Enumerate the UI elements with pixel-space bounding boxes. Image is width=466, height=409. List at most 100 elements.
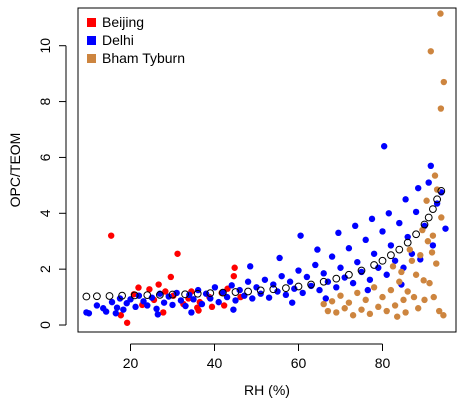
fit-point bbox=[424, 213, 433, 222]
data-point-series-1 bbox=[341, 274, 348, 281]
data-point-series-2 bbox=[433, 186, 441, 193]
data-point-series-1 bbox=[169, 301, 176, 309]
data-point-series-2 bbox=[400, 296, 407, 304]
data-point-series-2 bbox=[398, 268, 405, 276]
data-point-series-1 bbox=[282, 291, 290, 299]
plot-box bbox=[77, 7, 457, 333]
data-point-series-2 bbox=[389, 263, 397, 270]
fit-point bbox=[429, 205, 437, 214]
legend-swatch bbox=[87, 54, 96, 63]
data-point-series-1 bbox=[402, 196, 409, 203]
data-point-series-1 bbox=[230, 306, 237, 313]
data-point-series-1 bbox=[425, 179, 432, 186]
data-point-series-1 bbox=[370, 250, 378, 257]
fit-point bbox=[412, 230, 421, 239]
fit-point bbox=[378, 256, 387, 265]
data-point-series-2 bbox=[402, 309, 409, 316]
data-point-series-1 bbox=[335, 229, 342, 237]
data-point-series-2 bbox=[394, 313, 401, 320]
data-point-series-0 bbox=[194, 304, 201, 311]
fit-point bbox=[143, 291, 152, 300]
data-point-series-1 bbox=[429, 242, 437, 249]
data-point-series-2 bbox=[421, 296, 428, 304]
x-tick-label: 20 bbox=[123, 355, 139, 371]
data-point-series-2 bbox=[426, 279, 433, 287]
data-point-series-2 bbox=[420, 277, 427, 284]
data-point-series-2 bbox=[387, 286, 395, 294]
fit-point bbox=[387, 251, 395, 260]
data-point-series-0 bbox=[146, 286, 153, 293]
data-point-series-2 bbox=[354, 289, 361, 297]
data-point-series-1 bbox=[207, 295, 214, 302]
fit-point bbox=[395, 245, 404, 254]
data-point-series-1 bbox=[333, 284, 340, 291]
x-tick-label: 40 bbox=[207, 355, 223, 371]
data-point-series-1 bbox=[132, 303, 139, 311]
data-point-series-1 bbox=[297, 232, 304, 239]
data-point-series-1 bbox=[442, 225, 449, 232]
fit-point bbox=[437, 187, 446, 195]
data-point-series-2 bbox=[423, 197, 430, 204]
data-point-series-2 bbox=[358, 306, 365, 313]
data-point-series-1 bbox=[211, 284, 219, 291]
data-point-series-1 bbox=[322, 295, 329, 302]
legend-swatch bbox=[87, 36, 96, 45]
y-axis-label: OPC/TEOM bbox=[7, 133, 23, 208]
fit-point bbox=[345, 270, 353, 279]
data-point-series-2 bbox=[417, 251, 424, 259]
data-point-series-1 bbox=[219, 288, 227, 296]
data-point-series-1 bbox=[276, 254, 283, 262]
data-point-series-2 bbox=[349, 312, 357, 319]
data-point-series-2 bbox=[406, 246, 413, 253]
data-point-series-1 bbox=[295, 267, 302, 274]
legend-swatch bbox=[87, 18, 96, 27]
data-point-series-2 bbox=[412, 271, 420, 278]
fit-point bbox=[82, 292, 91, 301]
data-point-series-1 bbox=[253, 284, 260, 291]
data-point-series-1 bbox=[165, 293, 172, 300]
data-point-series-2 bbox=[370, 284, 378, 291]
fit-point bbox=[403, 238, 412, 247]
data-point-series-1 bbox=[215, 298, 222, 306]
legend-label: Bham Tyburn bbox=[102, 50, 185, 66]
data-point-series-2 bbox=[440, 78, 448, 86]
data-points bbox=[82, 10, 449, 326]
data-point-series-1 bbox=[228, 282, 235, 289]
data-point-series-2 bbox=[375, 303, 382, 311]
fit-point bbox=[193, 289, 202, 298]
data-point-series-1 bbox=[404, 233, 411, 241]
data-point-series-0 bbox=[135, 284, 142, 291]
data-point-series-1 bbox=[349, 279, 357, 287]
data-point-series-0 bbox=[220, 302, 228, 309]
data-point-series-1 bbox=[85, 310, 93, 317]
fit-point bbox=[319, 277, 328, 286]
axes: 20 40 60 80 0 2 4 6 8 10 bbox=[37, 38, 390, 371]
data-point-series-2 bbox=[379, 293, 386, 301]
data-point-series-1 bbox=[154, 311, 161, 318]
data-point-series-2 bbox=[396, 278, 403, 285]
data-point-series-1 bbox=[247, 263, 254, 270]
data-point-series-1 bbox=[188, 309, 195, 316]
y-tick-label: 2 bbox=[37, 265, 53, 273]
fit-point bbox=[282, 284, 290, 293]
data-point-series-1 bbox=[274, 288, 281, 295]
fit-point bbox=[206, 289, 215, 298]
data-point-series-2 bbox=[415, 305, 422, 312]
fit-point bbox=[181, 290, 190, 299]
y-tick-label: 10 bbox=[37, 38, 53, 54]
fit-point bbox=[433, 195, 442, 204]
data-point-series-0 bbox=[155, 281, 162, 288]
data-point-series-1 bbox=[337, 264, 344, 271]
legend-label: Beijing bbox=[102, 14, 144, 30]
data-point-series-1 bbox=[93, 302, 101, 309]
data-point-series-1 bbox=[144, 302, 151, 309]
data-point-series-2 bbox=[427, 48, 434, 55]
data-point-series-2 bbox=[345, 299, 353, 306]
data-point-series-1 bbox=[354, 258, 361, 266]
data-point-series-1 bbox=[236, 286, 243, 294]
data-point-series-1 bbox=[362, 236, 369, 244]
data-point-series-1 bbox=[312, 261, 319, 269]
data-point-series-2 bbox=[328, 298, 336, 305]
fit-point bbox=[294, 282, 303, 291]
data-point-series-1 bbox=[379, 228, 386, 235]
